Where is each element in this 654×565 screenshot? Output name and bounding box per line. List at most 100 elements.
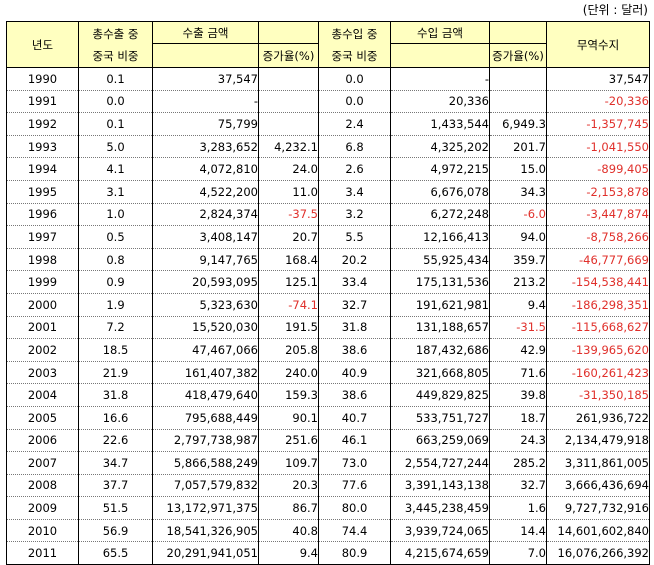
cell-import-share: 0.0 <box>318 67 391 91</box>
cell-import-share: 0.0 <box>318 89 391 114</box>
table-row: 1997 0.5 3,408,147 20.7 5.5 12,166,413 94.0 -8,… <box>6 225 650 249</box>
table-row: 2005 16.6 795,688,449 90.1 40.7 533,751,727 18… <box>6 405 650 430</box>
cell-import-growth <box>489 89 547 114</box>
cell-export-share: 18.5 <box>78 338 153 362</box>
cell-import-share: 5.5 <box>318 225 391 249</box>
cell-import-share: 3.2 <box>318 202 391 227</box>
cell-export-growth: 168.4 <box>258 247 319 272</box>
header-import-growth: 증가율(%) <box>489 43 547 68</box>
cell-import-share: 40.7 <box>318 405 391 430</box>
cell-import-amount: 3,939,724,065 <box>390 518 490 543</box>
cell-import-amount: 1,433,544 <box>390 112 490 136</box>
cell-export-growth: 24.0 <box>258 157 319 181</box>
cell-export-growth: 40.8 <box>258 518 319 543</box>
cell-import-growth: 213.2 <box>489 270 547 294</box>
cell-export-amount: 5,323,630 <box>152 292 259 317</box>
cell-import-growth: 201.7 <box>489 134 547 159</box>
cell-import-growth <box>489 67 547 91</box>
table-row: 1993 5.0 3,283,652 4,232.1 6.8 4,325,202 201.7… <box>6 134 650 159</box>
cell-import-share: 32.7 <box>318 292 391 317</box>
cell-export-share: 56.9 <box>78 518 153 543</box>
cell-export-amount: 161,407,382 <box>152 360 259 385</box>
cell-import-share: 38.6 <box>318 338 391 362</box>
table-row: 2006 22.6 2,797,738,987 251.6 46.1 663,259,06… <box>6 428 650 453</box>
cell-year: 2010 <box>6 518 79 543</box>
cell-year: 2002 <box>6 338 79 362</box>
cell-export-growth <box>258 112 319 136</box>
cell-import-share: 38.6 <box>318 383 391 407</box>
cell-export-growth: 191.5 <box>258 315 319 340</box>
cell-import-growth: -31.5 <box>489 315 547 340</box>
header-year: 년도 <box>6 21 79 68</box>
cell-export-share: 34.7 <box>78 451 153 475</box>
cell-export-share: 3.1 <box>78 179 153 204</box>
cell-balance: -1,041,550 <box>546 134 650 159</box>
cell-year: 1998 <box>6 247 79 272</box>
cell-year: 2000 <box>6 292 79 317</box>
table-row: 2000 1.9 5,323,630 -74.1 32.7 191,621,981 9.4-… <box>6 292 650 317</box>
cell-balance: -186,298,351 <box>546 292 650 317</box>
table-row: 1992 0.1 75,799 2.4 1,433,544 6,949.3 -1,357,7… <box>6 112 650 136</box>
cell-balance: 3,311,861,005 <box>546 451 650 475</box>
cell-year: 2003 <box>6 360 79 385</box>
cell-import-growth: 39.8 <box>489 383 547 407</box>
cell-import-share: 74.4 <box>318 518 391 543</box>
header-import-share-line1: 총수입 중 <box>331 26 378 41</box>
cell-import-share: 73.0 <box>318 451 391 475</box>
cell-export-growth: 4,232.1 <box>258 134 319 159</box>
table-row: 1996 1.0 2,824,374 -37.5 3.2 6,272,248 -6.0 -3,… <box>6 202 650 227</box>
cell-import-share: 33.4 <box>318 270 391 294</box>
cell-balance: -139,965,620 <box>546 338 650 362</box>
trade-table: 년도 총수출 중 중국 비중 수출 금액 총수입 중 중국 비중 수입 금액 무… <box>6 21 650 565</box>
table-row: 2011 65.5 20,291,941,051 9.4 80.9 4,215,674,6… <box>6 541 650 565</box>
table-row: 1991 0.0-0.0 20,336 -20,336 <box>6 89 650 114</box>
cell-import-amount: 175,131,536 <box>390 270 490 294</box>
cell-export-amount: 7,057,579,832 <box>152 473 259 498</box>
cell-import-growth: 32.7 <box>489 473 547 498</box>
cell-import-amount: 4,215,674,659 <box>390 541 490 565</box>
cell-year: 1992 <box>6 112 79 136</box>
unit-note: (단위 : 달러) <box>582 3 648 17</box>
cell-export-growth: 251.6 <box>258 428 319 453</box>
cell-export-amount: 2,797,738,987 <box>152 428 259 453</box>
cell-import-amount: 20,336 <box>390 89 490 114</box>
header-export-share-line1: 총수출 중 <box>92 26 139 41</box>
cell-export-amount: - <box>152 89 259 114</box>
cell-import-share: 31.8 <box>318 315 391 340</box>
cell-import-share: 3.4 <box>318 179 391 204</box>
cell-export-growth: 9.4 <box>258 541 319 565</box>
header-export-amount-bottom <box>152 43 259 68</box>
cell-import-amount: 187,432,686 <box>390 338 490 362</box>
cell-export-growth: 240.0 <box>258 360 319 385</box>
table-row: 1995 3.1 4,522,200 11.0 3.4 6,676,078 34.3 -2,1… <box>6 179 650 204</box>
cell-import-growth: 285.2 <box>489 451 547 475</box>
cell-export-growth: -37.5 <box>258 202 319 227</box>
table-row: 2003 21.9 161,407,382 240.0 40.9 321,668,805 7… <box>6 360 650 385</box>
cell-import-amount: 131,188,657 <box>390 315 490 340</box>
cell-import-amount: 3,391,143,138 <box>390 473 490 498</box>
cell-year: 1994 <box>6 157 79 181</box>
cell-balance: 3,666,436,694 <box>546 473 650 498</box>
cell-export-growth: -74.1 <box>258 292 319 317</box>
cell-import-growth: 14.4 <box>489 518 547 543</box>
cell-import-growth: 7.0 <box>489 541 547 565</box>
header-export-share-line2: 중국 비중 <box>92 48 139 63</box>
cell-export-amount: 418,479,640 <box>152 383 259 407</box>
cell-balance: 14,601,602,840 <box>546 518 650 543</box>
cell-export-growth: 159.3 <box>258 383 319 407</box>
table-row: 1998 0.8 9,147,765 168.4 20.2 55,925,434 359.7… <box>6 247 650 272</box>
cell-export-amount: 5,866,588,249 <box>152 451 259 475</box>
cell-balance: 261,936,722 <box>546 405 650 430</box>
cell-export-share: 51.5 <box>78 496 153 520</box>
cell-import-share: 46.1 <box>318 428 391 453</box>
cell-year: 2005 <box>6 405 79 430</box>
cell-import-share: 80.0 <box>318 496 391 520</box>
cell-export-growth: 20.3 <box>258 473 319 498</box>
cell-year: 1999 <box>6 270 79 294</box>
cell-export-growth: 86.7 <box>258 496 319 520</box>
cell-year: 2001 <box>6 315 79 340</box>
cell-import-amount: 3,445,238,459 <box>390 496 490 520</box>
table-body: 1990 0.1 37,547 0.0-37,547 1991 0.0-0.0 20,336… <box>6 67 650 565</box>
cell-import-amount: 12,166,413 <box>390 225 490 249</box>
cell-balance: -899,405 <box>546 157 650 181</box>
